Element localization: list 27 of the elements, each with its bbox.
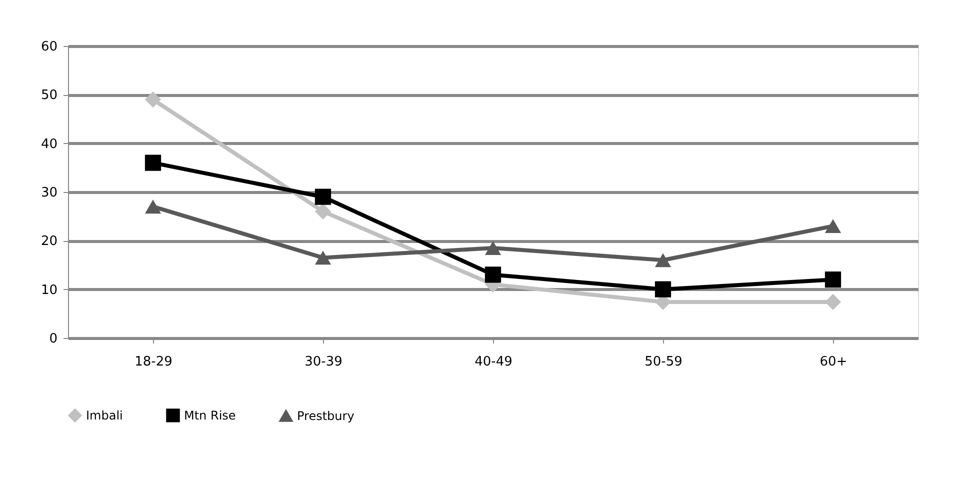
point [144, 154, 162, 171]
y-tick-label: 30 [40, 186, 58, 200]
x-tick-label: 60+ [820, 354, 848, 370]
y-tick-label: 0 [49, 332, 58, 346]
legend-label: Prestbury [297, 408, 354, 423]
point [314, 188, 332, 205]
x-tick-label: 30-39 [304, 354, 342, 370]
point [654, 253, 672, 268]
x-tick-label: 50-59 [644, 354, 682, 370]
y-tick-label: 40 [40, 136, 58, 152]
legend-label: Imbali [86, 408, 123, 422]
y-tick-label: 50 [40, 88, 58, 104]
x-tick-label: 40-49 [474, 354, 512, 370]
point [144, 91, 162, 108]
y-tick-label: 20 [40, 234, 58, 250]
point [144, 200, 162, 214]
point [484, 240, 502, 255]
y-tick-label: 60 [40, 40, 58, 54]
point [654, 281, 672, 298]
point [824, 272, 842, 288]
x-tick-label: 18-29 [134, 354, 172, 370]
point [314, 203, 332, 220]
point [314, 250, 332, 265]
y-tick-label: 10 [40, 282, 58, 298]
point [484, 266, 502, 283]
legend-label: Mtn Rise [184, 408, 236, 422]
point [824, 219, 842, 234]
